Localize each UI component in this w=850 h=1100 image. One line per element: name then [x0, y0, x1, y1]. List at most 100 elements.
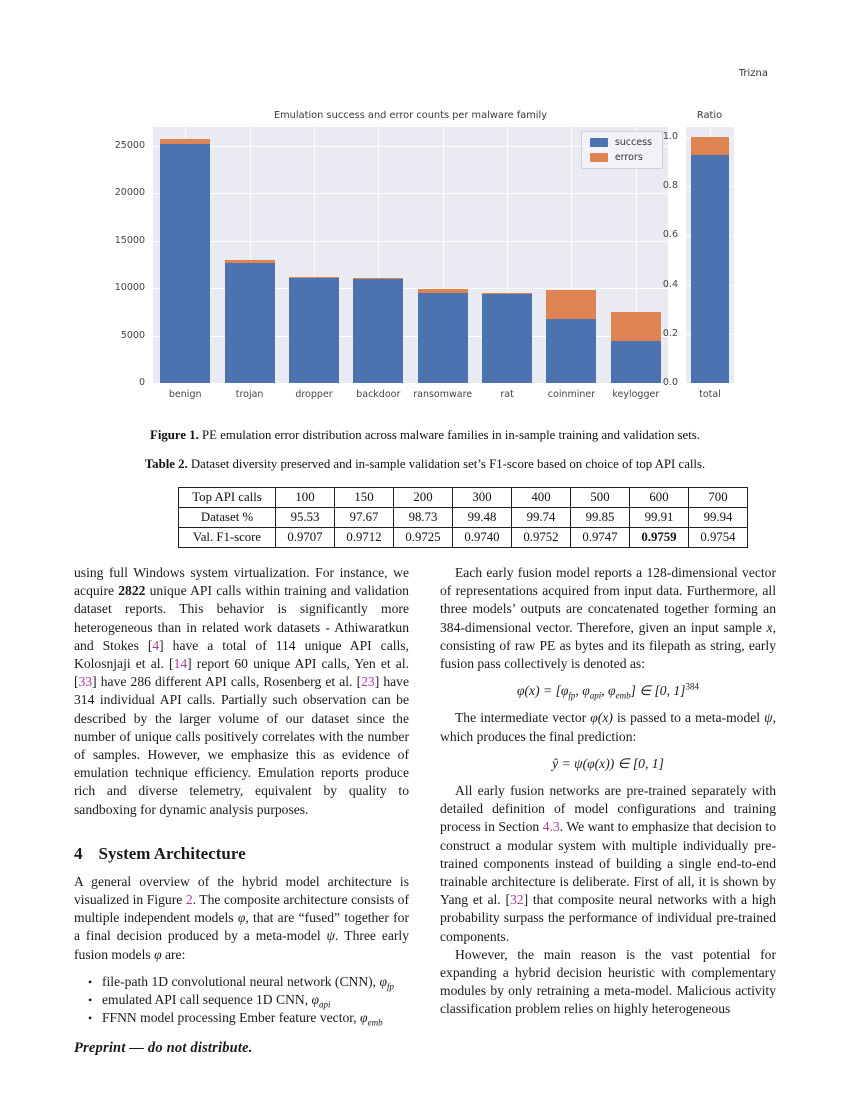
text-segment: . The composite architecture consists of…: [74, 892, 409, 926]
text-segment: ψ: [764, 710, 773, 726]
text-segment: are:: [161, 946, 186, 962]
text-segment: ] have 286 different API calls, Rosenber…: [92, 674, 362, 690]
x-tick-label: coinminer: [547, 389, 596, 400]
text-segment: φ: [379, 973, 387, 989]
table-cell: 0.9759: [629, 527, 689, 548]
text-segment: file-path 1D convolutional neural networ…: [102, 973, 380, 989]
text-segment: φ: [154, 946, 162, 962]
x-tick-label: ransomware: [413, 389, 473, 400]
left-column: using full Windows system virtualization…: [74, 564, 409, 1028]
table-cell: 98.73: [393, 507, 453, 528]
legend-entry-success: success: [589, 137, 652, 148]
text-segment: , φ: [575, 683, 590, 699]
section-heading-4: 4 System Architecture: [74, 844, 409, 864]
text-segment: . Three early fusion models: [74, 928, 410, 962]
text-segment: ψ: [326, 928, 335, 944]
text-segment: 4.3: [542, 819, 560, 835]
legend-label-errors: errors: [614, 152, 643, 163]
bar-errors-trojan: [224, 259, 275, 263]
text-segment: fp: [568, 690, 576, 701]
y-tick-label: 25000: [114, 140, 145, 151]
text-segment: 384: [685, 681, 699, 692]
text-segment: 23: [361, 674, 375, 690]
text-segment: 14: [173, 656, 188, 672]
text-segment: is passed to a meta-model: [612, 710, 765, 726]
bar-success-ransomware: [417, 292, 468, 383]
text-segment: Dataset diversity preserved and in-sampl…: [187, 457, 706, 471]
text-segment: However, the main reason is the vast pot…: [440, 946, 776, 1017]
bar-errors-keylogger: [610, 311, 661, 342]
y-tick-label: 10000: [114, 282, 145, 294]
legend-swatch-errors: [589, 153, 608, 162]
paragraph-architecture-overview: A general overview of the hybrid model a…: [74, 873, 409, 964]
y-tick-label: 1.0: [662, 130, 678, 142]
list-item-filepath-cnn: file-path 1D convolutional neural networ…: [88, 973, 409, 991]
fusion-models-list: file-path 1D convolutional neural networ…: [74, 973, 409, 1028]
bar-success-dropper: [288, 277, 339, 383]
x-tick-label: backdoor: [356, 389, 401, 400]
text-segment: , that are “fused” together for a final …: [74, 910, 409, 944]
text-segment: PE emulation error distribution across m…: [198, 428, 700, 442]
y-tick-label: 20000: [114, 187, 145, 199]
bar-errors-dropper: [288, 276, 339, 278]
text-segment: emb: [615, 690, 631, 701]
text-segment: Figure 1.: [150, 428, 199, 442]
text-segment: , which produces the final prediction:: [440, 710, 777, 744]
y-tick-label: 0.4: [662, 278, 678, 290]
table-cell: 600: [629, 487, 689, 508]
text-segment: using full Windows system virtualization…: [74, 565, 409, 599]
table-cell: 150: [334, 487, 394, 508]
text-segment: ] that composite neural networks with a …: [440, 892, 777, 944]
x-tick-label: dropper: [295, 389, 333, 400]
text-segment: Table 2.: [144, 457, 188, 471]
table-cell: 0.9752: [511, 527, 571, 548]
bar-errors-ransomware: [417, 288, 468, 293]
table-cell: 500: [570, 487, 630, 508]
text-segment: φ: [360, 1010, 368, 1026]
gridline-vertical: [507, 127, 509, 383]
text-segment: φ: [237, 910, 246, 926]
text-segment: Each early fusion model reports a 128-di…: [440, 565, 776, 635]
table-2-caption: Table 2. Dataset diversity preserved and…: [74, 457, 776, 472]
gridline-horizontal: [153, 240, 668, 242]
text-segment: 4: [152, 637, 160, 653]
gridline-horizontal: [153, 193, 668, 195]
bar-success-total: [691, 155, 729, 383]
paragraph-api-calls: using full Windows system virtualization…: [74, 564, 409, 819]
text-segment: φ(x) = [φ: [517, 683, 569, 699]
text-segment: , φ: [601, 683, 616, 699]
text-segment: A general overview of the hybrid model a…: [74, 873, 409, 908]
paragraph-pretraining: All early fusion networks are pre-traine…: [440, 782, 776, 946]
bar-errors-rat: [482, 293, 533, 294]
bar-errors-total: [691, 136, 729, 156]
text-segment: 32: [509, 892, 524, 908]
gridline-vertical: [571, 127, 573, 383]
table-cell: 99.94: [688, 507, 748, 528]
table-cell: 100: [275, 487, 335, 508]
y-tick-label: 0.2: [662, 327, 678, 339]
table-row-label: Val. F1-score: [178, 527, 276, 548]
running-header-author: Trizna: [738, 68, 768, 79]
paragraph-early-fusion: Each early fusion model reports a 128-di…: [440, 564, 776, 673]
right-column: Each early fusion model reports a 128-di…: [440, 564, 776, 1019]
table-cell: 99.85: [570, 507, 630, 528]
text-segment: 33: [78, 674, 93, 690]
y-tick-label: 5000: [120, 329, 145, 341]
bar-errors-backdoor: [353, 277, 404, 279]
table-cell: 0.9740: [452, 527, 512, 548]
table-cell: 200: [393, 487, 453, 508]
text-segment: 2: [185, 892, 193, 908]
equation-early-fusion: φ(x) = [φfp, φapi, φemb] ∈ [0, 1]384: [440, 682, 776, 700]
table-cell: 400: [511, 487, 571, 508]
text-segment: ] have 314 individual API calls. Partial…: [74, 674, 409, 817]
table-row: Top API calls 100 150 200 300 400 500 600 700: [178, 487, 748, 508]
list-item-api-cnn: emulated API call sequence 1D CNN, φapi: [88, 991, 409, 1009]
section-number: 4: [74, 843, 83, 863]
y-tick-label: 0.6: [662, 229, 678, 241]
text-segment: , consisting of raw PE as bytes and its …: [440, 619, 776, 672]
text-segment: unique API calls within training and val…: [74, 583, 409, 653]
text-segment: The intermediate vector: [455, 710, 591, 726]
paragraph-modularity: However, the main reason is the vast pot…: [440, 946, 776, 1019]
text-segment: . We want to emphasize that decision to …: [440, 819, 777, 908]
